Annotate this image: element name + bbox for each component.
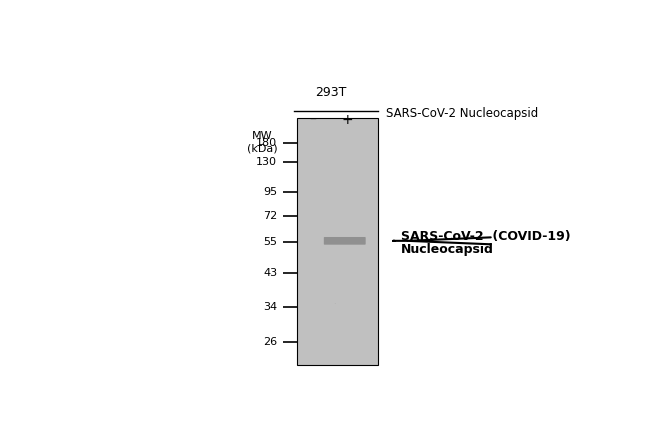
Text: Nucleocapsid: Nucleocapsid: [400, 243, 493, 256]
Text: ·: ·: [333, 300, 336, 309]
Text: 180: 180: [256, 138, 278, 148]
Text: 72: 72: [263, 211, 278, 221]
Text: 293T: 293T: [315, 86, 346, 99]
Text: 95: 95: [263, 187, 278, 197]
Bar: [296, 119, 378, 365]
Text: SARS-CoV-2 Nucleocapsid: SARS-CoV-2 Nucleocapsid: [386, 107, 538, 120]
Text: 130: 130: [256, 157, 278, 167]
Text: 55: 55: [263, 237, 278, 247]
Text: –: –: [309, 113, 317, 127]
Text: 26: 26: [263, 337, 278, 347]
Text: MW
(kDa): MW (kDa): [246, 132, 277, 153]
FancyBboxPatch shape: [324, 237, 366, 245]
Text: SARS-CoV-2  (COVID-19): SARS-CoV-2 (COVID-19): [400, 230, 570, 243]
Text: 34: 34: [263, 302, 278, 312]
Text: 43: 43: [263, 268, 278, 278]
Text: +: +: [341, 113, 353, 127]
